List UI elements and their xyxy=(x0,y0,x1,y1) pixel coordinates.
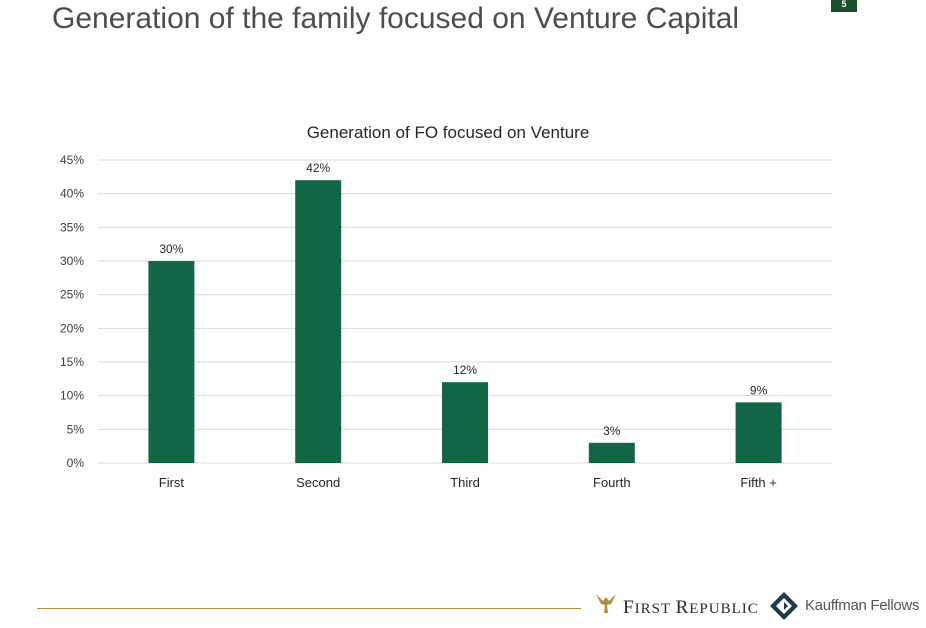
y-tick-label: 15% xyxy=(60,355,84,369)
x-tick-label: First xyxy=(159,475,185,490)
y-tick-label: 0% xyxy=(67,456,85,470)
bar xyxy=(295,180,342,463)
bar xyxy=(735,402,782,463)
y-tick-label: 5% xyxy=(67,422,85,436)
data-label: 30% xyxy=(159,242,183,256)
chart-title: Generation of FO focused on Venture xyxy=(307,123,590,142)
x-tick-label: Fifth + xyxy=(740,475,777,490)
data-label: 9% xyxy=(750,383,768,397)
bar xyxy=(588,442,635,463)
data-label: 42% xyxy=(306,161,330,175)
y-tick-label: 25% xyxy=(60,288,84,302)
data-labels: 30% 42% 12% 3% 9% xyxy=(159,161,767,438)
x-tick-label: Fourth xyxy=(593,475,631,490)
footer-divider xyxy=(37,608,581,609)
eagle-icon xyxy=(596,594,616,613)
x-axis-ticks: First Second Third Fourth Fifth + xyxy=(159,475,777,490)
y-tick-label: 10% xyxy=(60,389,84,403)
y-tick-label: 30% xyxy=(60,254,84,268)
y-tick-label: 20% xyxy=(60,321,84,335)
kauffman-diamond-icon xyxy=(770,592,798,620)
bar xyxy=(442,382,488,463)
data-label: 3% xyxy=(603,424,621,438)
slide-title: Generation of the family focused on Vent… xyxy=(52,2,740,35)
x-tick-label: Second xyxy=(296,475,340,490)
y-tick-label: 35% xyxy=(60,220,84,234)
bars xyxy=(148,180,782,463)
bar xyxy=(148,261,195,463)
data-label: 12% xyxy=(453,363,477,377)
page-number-badge: 5 xyxy=(831,0,857,12)
y-axis-ticks: 0% 5% 10% 15% 20% 25% 30% 35% 40% 45% xyxy=(60,153,84,470)
y-tick-label: 40% xyxy=(60,187,84,201)
y-tick-label: 45% xyxy=(60,153,84,167)
kauffman-fellows-logo-text: Kauffman Fellows xyxy=(805,597,920,614)
first-republic-logo-text: FIRST REPUBLIC xyxy=(623,597,759,618)
x-tick-label: Third xyxy=(450,475,480,490)
